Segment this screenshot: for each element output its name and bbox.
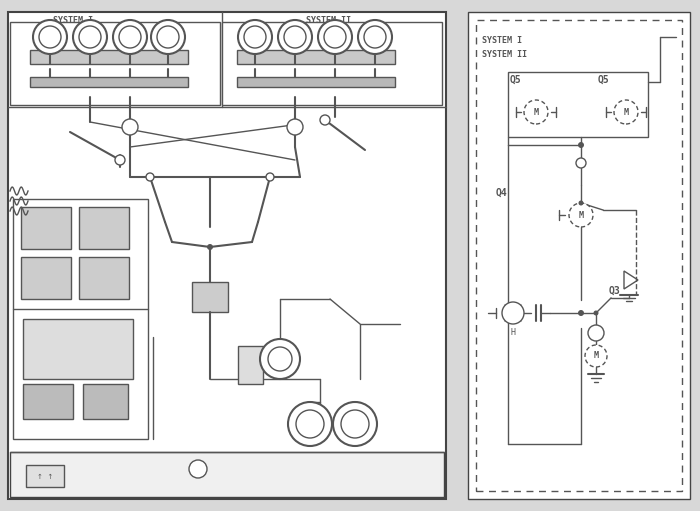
Text: M: M — [578, 211, 584, 220]
Text: SYSTEM II: SYSTEM II — [305, 15, 351, 25]
Circle shape — [207, 244, 213, 250]
Circle shape — [578, 142, 584, 148]
Circle shape — [576, 158, 586, 168]
Circle shape — [146, 173, 154, 181]
Circle shape — [502, 302, 524, 324]
Bar — [192, 282, 228, 312]
Bar — [10, 452, 444, 497]
Circle shape — [119, 26, 141, 48]
Bar — [21, 207, 71, 249]
Circle shape — [524, 100, 548, 124]
Bar — [190, 466, 206, 484]
Circle shape — [318, 20, 352, 54]
Circle shape — [113, 20, 147, 54]
Text: M: M — [624, 107, 629, 117]
Bar — [23, 384, 73, 419]
Bar — [26, 465, 64, 487]
Bar — [79, 257, 129, 299]
Bar — [83, 384, 128, 419]
Circle shape — [320, 115, 330, 125]
Circle shape — [122, 119, 138, 135]
Text: Q4: Q4 — [496, 188, 507, 198]
Bar — [508, 72, 648, 137]
Bar — [468, 12, 690, 499]
Circle shape — [238, 20, 272, 54]
Bar — [10, 22, 220, 105]
Bar — [21, 257, 71, 299]
Circle shape — [614, 100, 638, 124]
Text: H: H — [510, 328, 515, 337]
Circle shape — [33, 20, 67, 54]
Circle shape — [73, 20, 107, 54]
Text: SYSTEM II: SYSTEM II — [482, 50, 527, 58]
Bar — [13, 199, 148, 439]
Bar — [222, 22, 442, 105]
Text: SYSTEM I: SYSTEM I — [482, 35, 522, 44]
Circle shape — [79, 26, 101, 48]
Circle shape — [266, 173, 274, 181]
Bar — [237, 50, 395, 64]
Circle shape — [288, 402, 332, 446]
Bar — [23, 319, 133, 379]
Circle shape — [578, 310, 584, 316]
Circle shape — [260, 339, 300, 379]
Circle shape — [585, 345, 607, 367]
Bar — [30, 77, 188, 87]
Text: Q3: Q3 — [609, 286, 621, 296]
Circle shape — [324, 26, 346, 48]
Circle shape — [151, 20, 185, 54]
Circle shape — [296, 410, 324, 438]
Text: Q5: Q5 — [510, 75, 522, 85]
Text: ↑  ↑: ↑ ↑ — [37, 474, 53, 480]
Circle shape — [358, 20, 392, 54]
Circle shape — [189, 460, 207, 478]
Circle shape — [333, 402, 377, 446]
Text: Q5: Q5 — [598, 75, 610, 85]
Circle shape — [284, 26, 306, 48]
Bar — [238, 346, 263, 384]
Circle shape — [588, 325, 604, 341]
Bar — [8, 12, 446, 499]
Circle shape — [157, 26, 179, 48]
Bar — [79, 207, 129, 249]
Circle shape — [364, 26, 386, 48]
Circle shape — [569, 203, 593, 227]
Text: M: M — [533, 107, 538, 117]
Circle shape — [115, 155, 125, 165]
Circle shape — [341, 410, 369, 438]
Text: M: M — [594, 352, 598, 360]
Text: SYSTEM I: SYSTEM I — [53, 15, 93, 25]
Bar — [476, 20, 682, 491]
Circle shape — [594, 311, 598, 315]
Circle shape — [39, 26, 61, 48]
Circle shape — [278, 20, 312, 54]
Circle shape — [287, 119, 303, 135]
Bar — [237, 77, 395, 87]
Circle shape — [578, 200, 584, 205]
Circle shape — [244, 26, 266, 48]
Circle shape — [268, 347, 292, 371]
Bar — [30, 50, 188, 64]
